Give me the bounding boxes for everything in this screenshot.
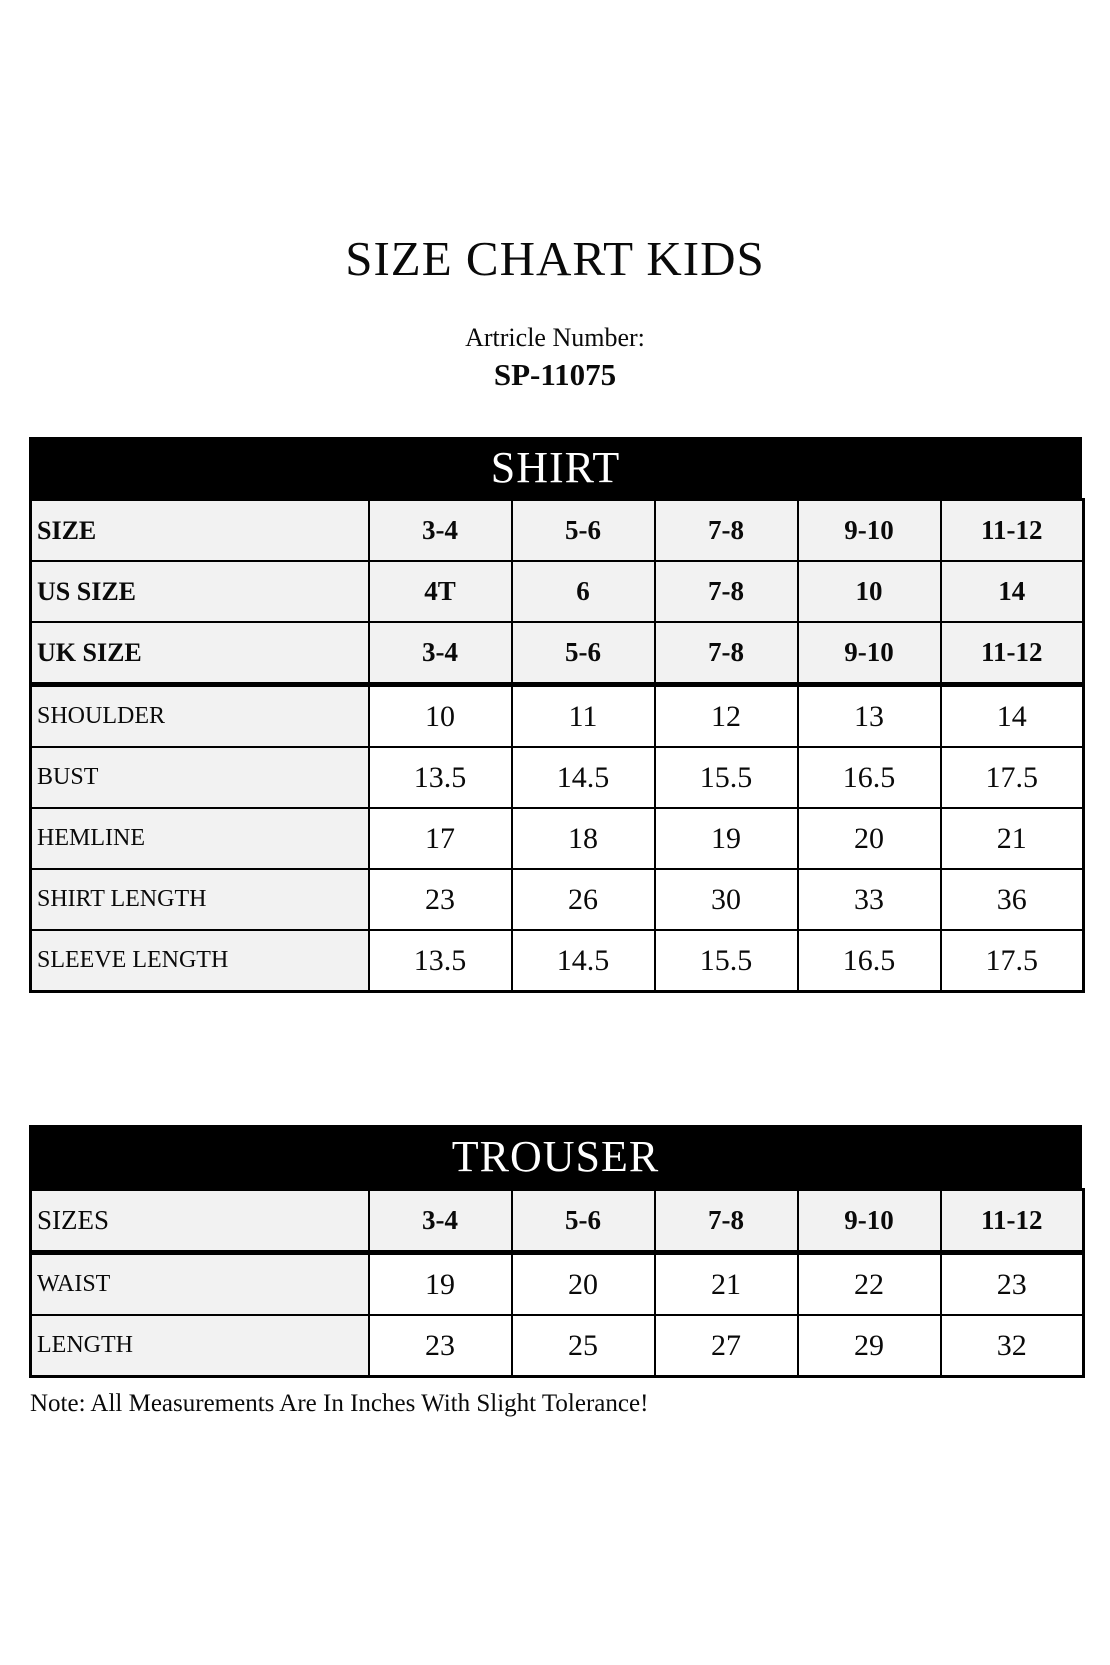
- value-cell: 21: [653, 1251, 799, 1316]
- value-cell: 22: [796, 1251, 942, 1316]
- value-cell: 4T: [367, 560, 513, 623]
- measurement-note: Note: All Measurements Are In Inches Wit…: [30, 1390, 649, 1417]
- trouser-sizes-row: SIZES 3-4 5-6 7-8 9-10 11-12: [29, 1188, 1085, 1255]
- value-cell: 23: [939, 1251, 1085, 1316]
- value-cell: 9-10: [796, 1188, 942, 1255]
- shirt-size-row: SIZE 3-4 5-6 7-8 9-10 11-12: [29, 498, 1085, 562]
- value-cell: 11-12: [939, 498, 1085, 562]
- value-cell: 7-8: [653, 560, 799, 623]
- shirt-table: SIZE 3-4 5-6 7-8 9-10 11-12 US SIZE 4T 6…: [29, 498, 1085, 993]
- value-cell: 7-8: [653, 621, 799, 687]
- value-cell: 16.5: [796, 746, 942, 809]
- value-cell: 14.5: [510, 929, 656, 993]
- value-cell: 5-6: [510, 1188, 656, 1255]
- shirt-us-size-row: US SIZE 4T 6 7-8 10 14: [29, 560, 1085, 623]
- value-cell: 19: [367, 1251, 513, 1316]
- row-label-cell: SLEEVE LENGTH: [29, 929, 370, 993]
- trouser-waist-row: WAIST 19 20 21 22 23: [29, 1251, 1085, 1316]
- value-cell: 23: [367, 868, 513, 931]
- row-label-cell: WAIST: [29, 1251, 370, 1316]
- value-cell: 23: [367, 1314, 513, 1378]
- value-cell: 9-10: [796, 621, 942, 687]
- trouser-length-row: LENGTH 23 25 27 29 32: [29, 1314, 1085, 1378]
- value-cell: 7-8: [653, 1188, 799, 1255]
- shirt-table-section: SHIRT SIZE 3-4 5-6 7-8 9-10 11-12 US SIZ…: [29, 437, 1085, 993]
- value-cell: 15.5: [653, 746, 799, 809]
- value-cell: 3-4: [367, 498, 513, 562]
- shirt-hemline-row: HEMLINE 17 18 19 20 21: [29, 807, 1085, 870]
- row-label-cell: BUST: [29, 746, 370, 809]
- value-cell: 11: [510, 683, 656, 748]
- value-cell: 7-8: [653, 498, 799, 562]
- shirt-length-row: SHIRT LENGTH 23 26 30 33 36: [29, 868, 1085, 931]
- value-cell: 25: [510, 1314, 656, 1378]
- article-number-value: SP-11075: [493, 357, 617, 392]
- value-cell: 19: [653, 807, 799, 870]
- value-cell: 14: [939, 683, 1085, 748]
- value-cell: 32: [939, 1314, 1085, 1378]
- shirt-shoulder-row: SHOULDER 10 11 12 13 14: [29, 683, 1085, 748]
- row-label-cell: SHOULDER: [29, 683, 370, 748]
- row-label-cell: HEMLINE: [29, 807, 370, 870]
- value-cell: 3-4: [367, 1188, 513, 1255]
- article-number-label: Artricle Number:: [465, 323, 645, 352]
- value-cell: 36: [939, 868, 1085, 931]
- value-cell: 17: [367, 807, 513, 870]
- value-cell: 13.5: [367, 746, 513, 809]
- value-cell: 13: [796, 683, 942, 748]
- value-cell: 9-10: [796, 498, 942, 562]
- trouser-table: SIZES 3-4 5-6 7-8 9-10 11-12 WAIST 19 20…: [29, 1188, 1085, 1378]
- value-cell: 10: [796, 560, 942, 623]
- value-cell: 29: [796, 1314, 942, 1378]
- value-cell: 6: [510, 560, 656, 623]
- value-cell: 3-4: [367, 621, 513, 687]
- value-cell: 17.5: [939, 929, 1085, 993]
- value-cell: 11-12: [939, 621, 1085, 687]
- row-label-cell: SIZE: [29, 498, 370, 562]
- page-title: SIZE CHART KIDS: [345, 231, 765, 286]
- row-label-cell: US SIZE: [29, 560, 370, 623]
- row-label-cell: UK SIZE: [29, 621, 370, 687]
- value-cell: 18: [510, 807, 656, 870]
- value-cell: 21: [939, 807, 1085, 870]
- value-cell: 26: [510, 868, 656, 931]
- value-cell: 33: [796, 868, 942, 931]
- value-cell: 17.5: [939, 746, 1085, 809]
- value-cell: 12: [653, 683, 799, 748]
- value-cell: 5-6: [510, 498, 656, 562]
- value-cell: 20: [510, 1251, 656, 1316]
- value-cell: 30: [653, 868, 799, 931]
- shirt-sleeve-length-row: SLEEVE LENGTH 13.5 14.5 15.5 16.5 17.5: [29, 929, 1085, 993]
- row-label-cell: SHIRT LENGTH: [29, 868, 370, 931]
- shirt-bust-row: BUST 13.5 14.5 15.5 16.5 17.5: [29, 746, 1085, 809]
- trouser-table-header: TROUSER: [29, 1125, 1082, 1188]
- value-cell: 16.5: [796, 929, 942, 993]
- value-cell: 14: [939, 560, 1085, 623]
- value-cell: 11-12: [939, 1188, 1085, 1255]
- shirt-uk-size-row: UK SIZE 3-4 5-6 7-8 9-10 11-12: [29, 621, 1085, 687]
- trouser-table-section: TROUSER SIZES 3-4 5-6 7-8 9-10 11-12 WAI…: [29, 1125, 1085, 1378]
- value-cell: 27: [653, 1314, 799, 1378]
- shirt-table-header: SHIRT: [29, 437, 1082, 498]
- row-label-cell: LENGTH: [29, 1314, 370, 1378]
- value-cell: 15.5: [653, 929, 799, 993]
- row-label-cell: SIZES: [29, 1188, 370, 1255]
- value-cell: 20: [796, 807, 942, 870]
- value-cell: 13.5: [367, 929, 513, 993]
- value-cell: 14.5: [510, 746, 656, 809]
- value-cell: 5-6: [510, 621, 656, 687]
- value-cell: 10: [367, 683, 513, 748]
